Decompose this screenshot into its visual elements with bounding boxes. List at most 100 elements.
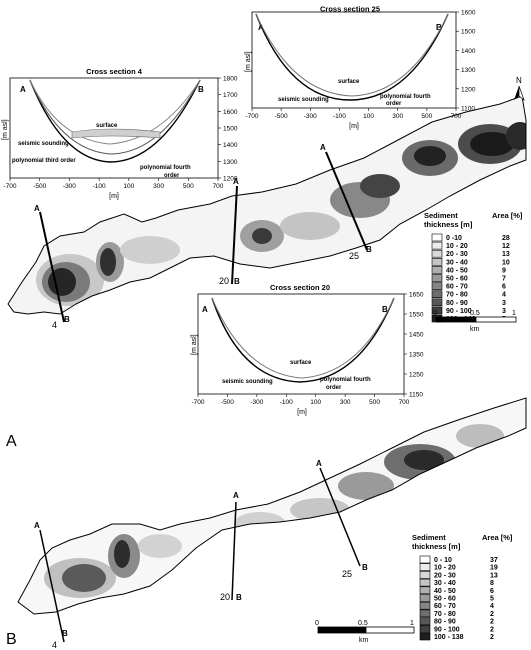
legend-area: 7 bbox=[502, 276, 506, 283]
y-tick-label: 1250 bbox=[409, 372, 424, 379]
y-tick-label: 1650 bbox=[409, 292, 424, 299]
legend-area: 6 bbox=[490, 588, 494, 595]
section-end-b: B bbox=[234, 277, 240, 286]
legend-range: 10 - 20 bbox=[434, 565, 456, 572]
section-number: 20 bbox=[220, 592, 230, 602]
legend-row: 80 - 90 2 bbox=[419, 617, 494, 626]
legend-area: 13 bbox=[490, 572, 498, 579]
legend-area: 5 bbox=[490, 596, 494, 603]
legend-swatch bbox=[431, 282, 443, 290]
cross-section-4: Cross section 4 A B -700 -500 -300 -100 100 3… bbox=[2, 67, 238, 200]
svg-text:km: km bbox=[470, 326, 480, 333]
legend-range: 80 - 90 bbox=[434, 619, 456, 626]
legend-b: Sediment thickness [m] Area [%] 0 - 10 37… bbox=[412, 533, 513, 641]
legend-row: 10 - 20 12 bbox=[431, 241, 510, 250]
y-tick-label: 1400 bbox=[223, 142, 238, 149]
legend-row: 100 - 138 2 bbox=[419, 632, 494, 641]
legend-area: 2 bbox=[490, 634, 494, 641]
svg-text:A: A bbox=[20, 85, 26, 94]
legend-area: 2 bbox=[490, 626, 494, 633]
x-tick-label: 100 bbox=[363, 113, 374, 120]
legend-range: 40 - 50 bbox=[446, 267, 468, 274]
y-tick-label: 1500 bbox=[461, 29, 476, 36]
legend-swatch bbox=[431, 306, 443, 315]
y-tick-label: 1200 bbox=[461, 86, 476, 93]
legend-area: 37 bbox=[490, 557, 498, 564]
x-tick-label: 700 bbox=[451, 113, 462, 120]
legend-swatch bbox=[419, 578, 431, 587]
section-line-4-b: A B 4 bbox=[34, 521, 68, 650]
svg-text:polynomial fourth: polynomial fourth bbox=[320, 377, 371, 383]
legend-swatch bbox=[419, 586, 431, 595]
x-tick-label: 700 bbox=[213, 183, 224, 190]
y-tick-label: 1200 bbox=[223, 176, 238, 183]
x-tick-label: 300 bbox=[340, 399, 351, 406]
svg-text:B: B bbox=[436, 23, 442, 32]
svg-text:[m]: [m] bbox=[109, 193, 119, 200]
x-tick-label: 300 bbox=[153, 183, 164, 190]
section-line-25-a: A B 25 bbox=[320, 143, 372, 261]
section-line-20-b: A B 20 bbox=[220, 491, 242, 602]
x-ticks: -700 -500 -300 -100 100 300 500 700 bbox=[3, 178, 224, 190]
svg-text:B: B bbox=[198, 85, 204, 94]
svg-text:[m]: [m] bbox=[349, 123, 359, 130]
section-end-b: B bbox=[236, 593, 242, 602]
legend-area: 2 bbox=[490, 611, 494, 618]
svg-text:1: 1 bbox=[512, 310, 516, 317]
section-end-a: A bbox=[316, 459, 322, 468]
cross-section-20: Cross section 20 A B -700 -500 -300 -100 100… bbox=[191, 283, 424, 416]
x-tick-label: -700 bbox=[3, 183, 16, 190]
svg-text:surface: surface bbox=[96, 123, 118, 129]
section-line-20-a: A B 20 bbox=[219, 177, 240, 286]
svg-text:[m]: [m] bbox=[297, 409, 307, 416]
legend-range: 90 - 100 bbox=[434, 626, 460, 633]
y-tick-label: 1300 bbox=[223, 159, 238, 166]
x-tick-label: 100 bbox=[123, 183, 134, 190]
legend-range: 0 -10 bbox=[446, 235, 462, 242]
legend-area: 10 bbox=[502, 259, 510, 266]
x-tick-label: -500 bbox=[221, 399, 234, 406]
legend-range: 20 - 30 bbox=[446, 251, 468, 258]
y-ticks: 1600 1500 1400 1300 1200 1100 bbox=[456, 10, 476, 113]
y-ticks: 1800 1700 1600 1500 1400 1300 1200 bbox=[218, 76, 238, 183]
legend-area: 19 bbox=[490, 565, 498, 572]
x-tick-label: -100 bbox=[333, 113, 346, 120]
legend-range: 60 - 70 bbox=[434, 603, 456, 610]
legend-a: Sediment thickness [m] Area [%] 0 -10 281… bbox=[424, 211, 523, 323]
legend-swatch bbox=[419, 632, 431, 641]
y-tick-label: 1550 bbox=[409, 312, 424, 319]
legend-swatch bbox=[419, 555, 431, 564]
section-end-b: B bbox=[366, 245, 372, 254]
svg-text:seismic sounding: seismic sounding bbox=[278, 97, 329, 103]
x-tick-label: -500 bbox=[33, 183, 46, 190]
legend-range: 90 - 100 bbox=[446, 308, 472, 315]
x-tick-label: 100 bbox=[310, 399, 321, 406]
svg-text:1: 1 bbox=[410, 620, 414, 627]
svg-text:N: N bbox=[516, 76, 522, 85]
section-end-a: A bbox=[320, 143, 326, 152]
legend-swatch bbox=[419, 617, 431, 625]
legend-row: 70 - 80 4 bbox=[431, 290, 506, 299]
x-tick-label: 500 bbox=[183, 183, 194, 190]
map-a bbox=[7, 95, 527, 315]
legend-row: 10 - 20 19 bbox=[419, 563, 498, 572]
y-tick-label: 1700 bbox=[223, 92, 238, 99]
svg-text:surface: surface bbox=[338, 79, 360, 85]
svg-text:0.5: 0.5 bbox=[358, 620, 368, 627]
x-tick-label: -300 bbox=[63, 183, 76, 190]
svg-text:polynomial third order: polynomial third order bbox=[12, 158, 76, 164]
inset-title: Cross section 4 bbox=[86, 67, 143, 76]
x-tick-label: -300 bbox=[304, 113, 317, 120]
panel-label-a: A bbox=[6, 433, 17, 450]
svg-text:order: order bbox=[386, 101, 402, 107]
legend-swatch bbox=[419, 609, 431, 618]
legend-area: 2 bbox=[490, 619, 494, 626]
x-tick-label: -100 bbox=[93, 183, 106, 190]
legend-swatch bbox=[419, 594, 431, 602]
legend-row: 0 -10 28 bbox=[431, 233, 510, 242]
section-number: 4 bbox=[52, 320, 57, 330]
legend-range: 70 - 80 bbox=[434, 611, 456, 618]
x-ticks: -700 -500 -300 -100 100 300 500 700 bbox=[245, 108, 462, 120]
svg-text:order: order bbox=[164, 173, 180, 179]
svg-text:seismic sounding: seismic sounding bbox=[222, 379, 273, 385]
